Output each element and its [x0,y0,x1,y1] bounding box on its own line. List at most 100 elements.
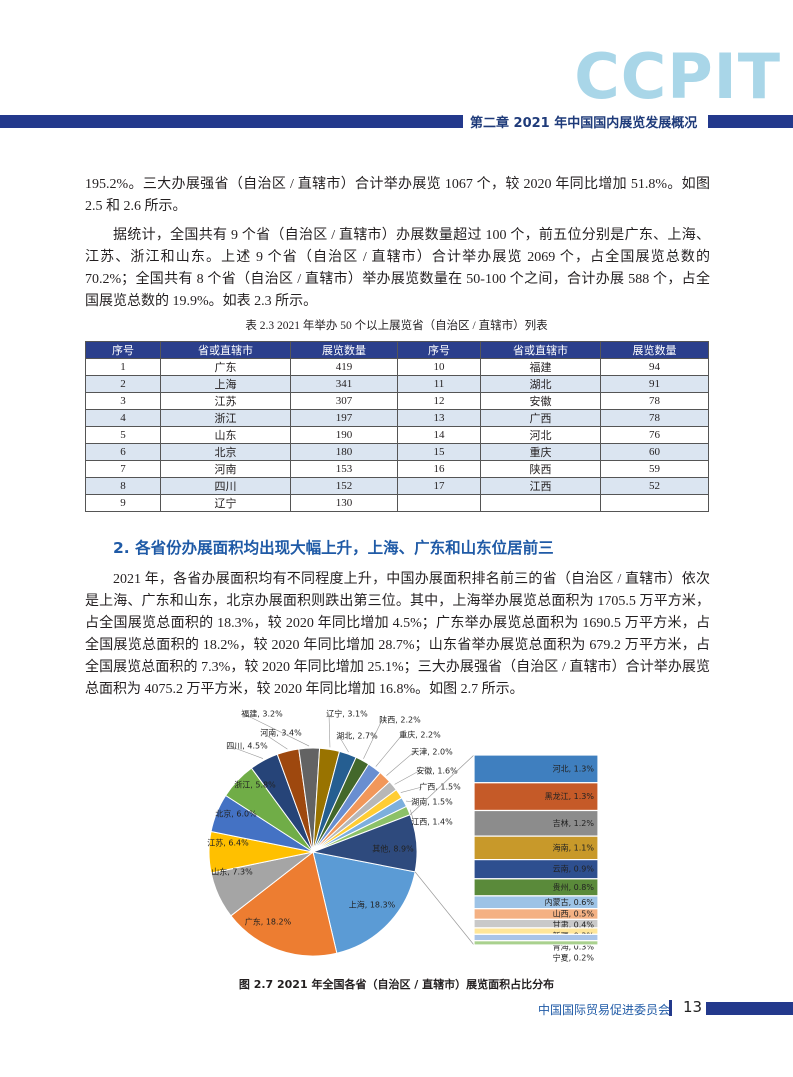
empty-cell [600,494,709,512]
leader-line [409,809,415,823]
slice-label: 陕西, 2.2% [379,715,421,725]
table-row: 5 山东 190 14 河北 76 [85,426,709,444]
table-cell: 419 [290,358,398,376]
slice-label: 山东, 7.3% [211,867,253,877]
slice-label: 安徽, 1.6% [416,766,458,776]
bar-label: 吉林, 1.2% [553,818,595,828]
slice-label: 天津, 2.0% [411,747,453,757]
pie-slice [312,851,416,954]
table-cell: 12 [397,392,481,410]
table-cell: 14 [397,426,481,444]
table-row: 2 上海 341 11 湖北 91 [85,375,709,393]
chapter-title: 第二章 2021 年中国国内展览发展概况 [470,116,698,131]
table-cell: 153 [290,460,398,478]
table-cell: 河南 [160,460,291,478]
column-header: 展览数量 [290,341,398,359]
table-row: 9 辽宁 130 [85,494,709,512]
leader-line [338,735,349,753]
leader-line [386,751,415,776]
table-cell: 78 [600,409,709,427]
table-cell: 江西 [480,477,601,495]
bar-label: 海南, 1.1% [553,842,595,852]
table-cell: 16 [397,460,481,478]
paragraph: 2021 年，各省办展面积均有不同程度上升，中国办展面积排名前三的省（自治区 /… [85,572,710,697]
table-row: 6 北京 180 15 重庆 60 [85,443,709,461]
bar-label: 青海, 0.3% [553,942,595,952]
leader-line [363,719,383,759]
table-cell: 1 [85,358,161,376]
empty-cell [397,494,481,512]
leader-line [228,745,264,759]
leader-line [405,800,415,803]
empty-cell [480,494,601,512]
slice-label: 四川, 4.5% [226,742,268,751]
header-bar-right [708,115,793,128]
table-row: 4 浙江 197 13 广西 78 [85,409,709,427]
bar-segment [473,940,599,946]
table-cell: 四川 [160,477,291,495]
slice-label: 辽宁, 3.1% [326,709,368,719]
table-cell: 15 [397,443,481,461]
table-cell: 94 [600,358,709,376]
table-cell: 76 [600,426,709,444]
leader-line [400,786,423,793]
slice-label: 北京, 6.0% [215,809,257,819]
logo: CCPIT [574,40,781,113]
table-cell: 安徽 [480,392,601,410]
table-caption: 表 2.3 2021 年举办 50 个以上展览省（自治区 / 直辖市）列表 [245,320,548,332]
paragraph: 195.2%。三大办展强省（自治区 / 直辖市）合计举办展览 1067 个，较 … [85,177,710,214]
column-header: 省或直辖市 [480,341,601,359]
pie-slice [311,814,418,873]
slice-label: 重庆, 2.2% [399,730,441,740]
chart-title: 图 2.7 2021 年全国各省（自治区 / 直辖市）展览面积占比分布 [238,978,555,991]
footer-separator [669,1000,672,1016]
table-cell: 13 [397,409,481,427]
slice-label: 江苏, 6.4% [207,838,249,848]
bar-segment [473,754,599,784]
table-cell: 3 [85,392,161,410]
leader-line [243,713,310,747]
leader-line [328,713,331,748]
table-cell: 6 [85,443,161,461]
table-cell: 60 [600,443,709,461]
table-row: 1 广东 419 10 福建 94 [85,358,709,376]
table-cell: 11 [397,375,481,393]
table-cell: 陕西 [480,460,601,478]
pie-slice [230,851,338,957]
column-header: 序号 [85,341,161,359]
footer-organization: 中国国际贸易促进委员会 [538,1003,671,1017]
table-cell: 8 [85,477,161,495]
table-header: 序号 省或直辖市 展览数量 序号 省或直辖市 展览数量 [85,341,709,359]
leader-line [375,734,403,767]
table-cell: 福建 [480,358,601,376]
bar-label: 山西, 0.5% [553,909,595,919]
slice-label: 其他, 8.9% [372,844,414,854]
table-cell: 湖北 [480,375,601,393]
chart: 上海, 18.3% 广东, 18.2% 山东, 7.3% 江苏, 6.4% 北京, 6.… [207,709,599,963]
column-header: 展览数量 [600,341,709,359]
connector-line [409,754,475,816]
table-cell: 180 [290,443,398,461]
bar-segment [473,782,599,812]
leader-line [394,770,420,785]
slice-label: 上海, 18.3% [349,900,396,910]
bar-label: 宁夏, 0.2% [553,953,595,963]
column-header: 省或直辖市 [160,341,291,359]
table-cell: 广东 [160,358,291,376]
bar-segment [473,933,599,942]
header-bar [0,115,463,128]
table-cell: 广西 [480,409,601,427]
table-cell: 78 [600,392,709,410]
table-cell: 上海 [160,375,291,393]
table-cell: 河北 [480,426,601,444]
table-cell: 17 [397,477,481,495]
table-cell: 2 [85,375,161,393]
table-cell: 91 [600,375,709,393]
bar-label: 黑龙江, 1.3% [545,791,595,801]
table-cell: 北京 [160,443,291,461]
table-cell: 10 [397,358,481,376]
paragraph: 据统计，全国共有 9 个省（自治区 / 直辖市）办展数量超过 100 个，前五位… [85,228,710,309]
bar-label: 贵州, 0.8% [553,882,595,892]
bar-label: 河北, 1.3% [553,763,595,773]
